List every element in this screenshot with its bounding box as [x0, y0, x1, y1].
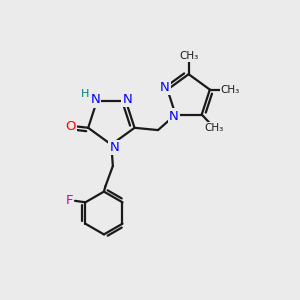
Text: CH₃: CH₃	[220, 85, 240, 94]
Text: H: H	[81, 89, 89, 99]
Text: N: N	[91, 94, 100, 106]
Text: O: O	[65, 120, 76, 133]
Text: N: N	[110, 141, 119, 154]
Text: N: N	[169, 110, 179, 122]
Text: F: F	[65, 194, 73, 207]
Text: CH₃: CH₃	[205, 123, 224, 133]
Text: CH₃: CH₃	[179, 51, 198, 61]
Text: N: N	[160, 81, 170, 94]
Text: N: N	[122, 93, 132, 106]
